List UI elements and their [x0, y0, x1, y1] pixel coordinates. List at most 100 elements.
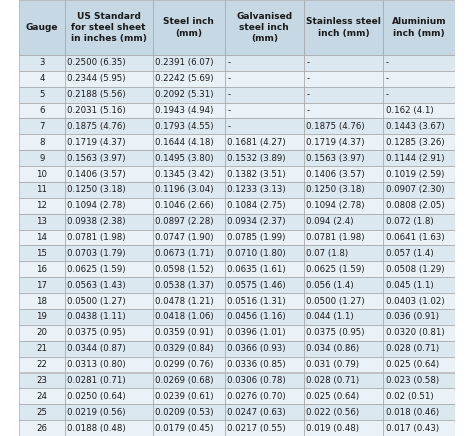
- Bar: [153, 404, 225, 420]
- Bar: [153, 198, 225, 214]
- Bar: [19, 102, 65, 119]
- Bar: [19, 388, 65, 404]
- Bar: [153, 55, 225, 71]
- Bar: [19, 214, 65, 230]
- Bar: [19, 87, 65, 102]
- Text: 0.057 (1.4): 0.057 (1.4): [385, 249, 433, 258]
- Bar: [153, 341, 225, 357]
- Text: 14: 14: [36, 233, 47, 242]
- Bar: [65, 0, 153, 55]
- Text: 0.0563 (1.43): 0.0563 (1.43): [67, 281, 126, 290]
- Bar: [304, 119, 383, 134]
- Text: 17: 17: [36, 281, 47, 290]
- Bar: [383, 293, 455, 309]
- Text: 21: 21: [36, 344, 47, 353]
- Text: 0.036 (0.91): 0.036 (0.91): [385, 313, 438, 321]
- Text: 0.0516 (1.31): 0.0516 (1.31): [228, 296, 286, 306]
- Bar: [153, 150, 225, 166]
- Bar: [383, 404, 455, 420]
- Bar: [304, 102, 383, 119]
- Bar: [65, 182, 153, 198]
- Bar: [383, 372, 455, 388]
- Text: 0.0508 (1.29): 0.0508 (1.29): [385, 265, 444, 274]
- Bar: [153, 87, 225, 102]
- Bar: [304, 261, 383, 277]
- Text: 15: 15: [36, 249, 47, 258]
- Bar: [65, 420, 153, 436]
- Bar: [65, 87, 153, 102]
- Text: 0.0598 (1.52): 0.0598 (1.52): [155, 265, 214, 274]
- Bar: [225, 214, 304, 230]
- Bar: [304, 357, 383, 372]
- Bar: [153, 245, 225, 261]
- Bar: [153, 214, 225, 230]
- Text: 0.2344 (5.95): 0.2344 (5.95): [67, 74, 126, 83]
- Text: 0.1406 (3.57): 0.1406 (3.57): [67, 170, 126, 179]
- Bar: [65, 119, 153, 134]
- Text: 0.1285 (3.26): 0.1285 (3.26): [385, 138, 444, 147]
- Text: 23: 23: [36, 376, 47, 385]
- Text: 0.1196 (3.04): 0.1196 (3.04): [155, 185, 214, 194]
- Bar: [65, 325, 153, 341]
- Text: 4: 4: [39, 74, 45, 83]
- Text: 0.0635 (1.61): 0.0635 (1.61): [228, 265, 286, 274]
- Text: 0.1144 (2.91): 0.1144 (2.91): [385, 153, 444, 163]
- Text: 12: 12: [36, 201, 47, 210]
- Bar: [383, 341, 455, 357]
- Bar: [19, 198, 65, 214]
- Bar: [65, 134, 153, 150]
- Bar: [65, 198, 153, 214]
- Bar: [225, 102, 304, 119]
- Text: 0.0625 (1.59): 0.0625 (1.59): [67, 265, 126, 274]
- Text: 0.1719 (4.37): 0.1719 (4.37): [306, 138, 365, 147]
- Text: 0.0306 (0.78): 0.0306 (0.78): [228, 376, 286, 385]
- Bar: [225, 357, 304, 372]
- Bar: [19, 277, 65, 293]
- Bar: [19, 293, 65, 309]
- Text: 0.0538 (1.37): 0.0538 (1.37): [155, 281, 214, 290]
- Text: 0.2242 (5.69): 0.2242 (5.69): [155, 74, 214, 83]
- Bar: [304, 309, 383, 325]
- Text: -: -: [385, 90, 389, 99]
- Bar: [65, 71, 153, 87]
- Bar: [65, 102, 153, 119]
- Bar: [19, 134, 65, 150]
- Bar: [153, 71, 225, 87]
- Text: 0.2031 (5.16): 0.2031 (5.16): [67, 106, 126, 115]
- Bar: [153, 166, 225, 182]
- Bar: [383, 230, 455, 245]
- Text: 0.0247 (0.63): 0.0247 (0.63): [228, 408, 286, 417]
- Bar: [19, 230, 65, 245]
- Bar: [304, 293, 383, 309]
- Bar: [383, 198, 455, 214]
- Text: 0.0403 (1.02): 0.0403 (1.02): [385, 296, 444, 306]
- Text: 0.0781 (1.98): 0.0781 (1.98): [67, 233, 126, 242]
- Text: 0.1382 (3.51): 0.1382 (3.51): [228, 170, 286, 179]
- Bar: [19, 341, 65, 357]
- Bar: [153, 309, 225, 325]
- Text: 0.0359 (0.91): 0.0359 (0.91): [155, 328, 214, 337]
- Bar: [304, 55, 383, 71]
- Text: 19: 19: [36, 313, 47, 321]
- Text: 0.1046 (2.66): 0.1046 (2.66): [155, 201, 214, 210]
- Text: Galvanised
steel inch
(mm): Galvanised steel inch (mm): [236, 12, 292, 43]
- Text: 0.2391 (6.07): 0.2391 (6.07): [155, 58, 214, 68]
- Bar: [19, 404, 65, 420]
- Text: 0.1719 (4.37): 0.1719 (4.37): [67, 138, 126, 147]
- Text: 0.0625 (1.59): 0.0625 (1.59): [306, 265, 365, 274]
- Bar: [225, 277, 304, 293]
- Bar: [65, 245, 153, 261]
- Text: US Standard
for steel sheet
in inches (mm): US Standard for steel sheet in inches (m…: [71, 12, 146, 43]
- Text: 0.1250 (3.18): 0.1250 (3.18): [306, 185, 365, 194]
- Bar: [383, 102, 455, 119]
- Bar: [153, 372, 225, 388]
- Text: Gauge: Gauge: [26, 23, 58, 32]
- Text: 0.0219 (0.56): 0.0219 (0.56): [67, 408, 126, 417]
- Text: 0.1345 (3.42): 0.1345 (3.42): [155, 170, 214, 179]
- Bar: [225, 87, 304, 102]
- Bar: [65, 372, 153, 388]
- Text: 0.028 (0.71): 0.028 (0.71): [306, 376, 360, 385]
- Text: 0.1563 (3.97): 0.1563 (3.97): [67, 153, 126, 163]
- Text: 24: 24: [36, 392, 47, 401]
- Bar: [65, 388, 153, 404]
